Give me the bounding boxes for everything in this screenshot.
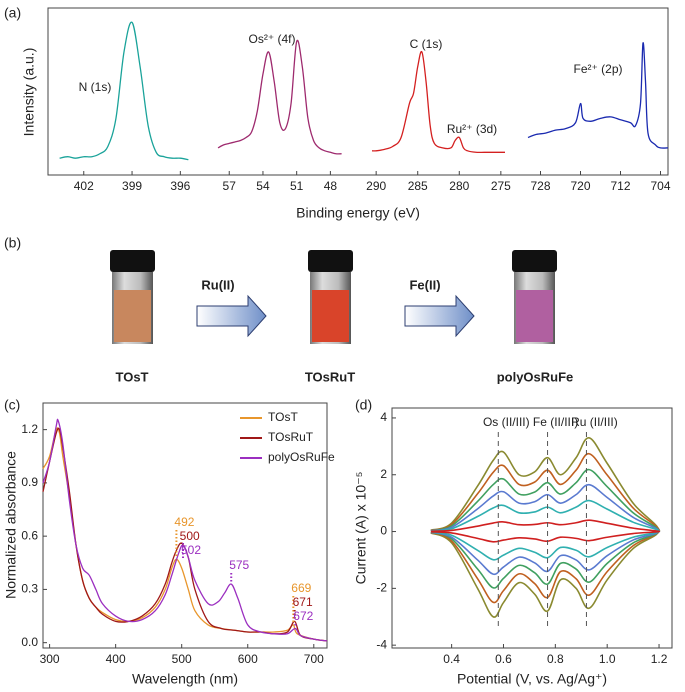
panel-a-frame	[47, 7, 669, 176]
vial	[308, 250, 353, 344]
panel-b: (b) Ru(II) Fe(II) TOsT TOsRuT polyOsRuFe	[4, 235, 573, 385]
peak-label: 502	[181, 543, 201, 557]
sample-label: polyOsRuFe	[497, 369, 574, 384]
data-line	[371, 50, 505, 154]
annotation: Fe²⁺ (2p)	[573, 62, 622, 76]
y-tick-label: -4	[376, 637, 387, 651]
peak-label: 672	[293, 609, 313, 623]
y-tick-label: 0.0	[21, 635, 38, 649]
y-tick-label: 4	[380, 410, 387, 424]
panel-label: (d)	[355, 397, 372, 413]
x-tick-label: 500	[172, 652, 192, 666]
x-tick-label: 285	[408, 179, 428, 193]
legend-label: polyOsRuFe	[268, 450, 335, 464]
peak-label: 671	[293, 595, 313, 609]
x-tick-label: 280	[449, 179, 469, 193]
data-line	[430, 519, 661, 543]
x-tick-label: 396	[170, 179, 190, 193]
annotation: Fe (II/III)	[533, 415, 578, 429]
sample-label: TOsRuT	[305, 369, 355, 384]
x-tick-label: 704	[650, 179, 670, 193]
x-axis-label: Potential (V, vs. Ag/Ag⁺)	[457, 671, 607, 687]
legend-label: TOsT	[268, 410, 298, 424]
reagent: Fe(II)	[409, 277, 440, 292]
x-tick-label: 1.0	[599, 652, 616, 666]
y-tick-label: 0	[380, 524, 387, 538]
x-tick-label: 54	[256, 179, 270, 193]
x-tick-label: 720	[570, 179, 590, 193]
data-line	[527, 42, 669, 149]
peak-label: 492	[174, 515, 194, 529]
vial	[512, 250, 557, 344]
x-tick-label: 57	[223, 179, 237, 193]
peak-label: 669	[291, 581, 311, 595]
annotation: Ru²⁺ (3d)	[447, 122, 497, 136]
panel-label: (c)	[4, 397, 20, 413]
vial	[110, 250, 155, 344]
annotation: N (1s)	[79, 80, 112, 94]
data-line	[217, 39, 342, 155]
y-tick-label: 0.3	[21, 582, 38, 596]
x-axis-label: Wavelength (nm)	[132, 671, 238, 687]
x-tick-label: 400	[106, 652, 126, 666]
x-axis-label: Binding energy (eV)	[296, 205, 420, 221]
x-tick-label: 48	[324, 179, 338, 193]
x-tick-label: 402	[74, 179, 94, 193]
y-tick-label: 1.2	[21, 422, 38, 436]
x-tick-label: 700	[304, 652, 324, 666]
x-tick-label: 51	[290, 179, 304, 193]
panel-label: (a)	[4, 5, 21, 21]
annotation: Ru (II/III)	[571, 415, 618, 429]
annotation: C (1s)	[410, 37, 443, 51]
x-tick-label: 399	[122, 179, 142, 193]
y-tick-label: 0.9	[21, 475, 38, 489]
x-tick-label: 600	[238, 652, 258, 666]
x-tick-label: 0.4	[443, 652, 460, 666]
x-tick-label: 0.8	[547, 652, 564, 666]
x-tick-label: 300	[40, 652, 60, 666]
x-tick-label: 712	[610, 179, 630, 193]
reagent: Ru(II)	[201, 277, 234, 292]
peak-label: 500	[180, 529, 200, 543]
y-tick-label: 0.6	[21, 528, 38, 542]
y-axis-label: Intensity (a.u.)	[21, 48, 37, 137]
x-tick-label: 290	[366, 179, 386, 193]
x-tick-label: 0.6	[495, 652, 512, 666]
y-tick-label: 2	[380, 467, 387, 481]
peak-label: 575	[229, 558, 249, 572]
sample-label: TOsT	[116, 369, 149, 384]
arrow	[196, 294, 267, 338]
y-axis-label: Normalized absorbance	[3, 451, 19, 599]
legend-label: TOsRuT	[268, 430, 314, 444]
data-line	[59, 21, 189, 161]
x-tick-label: 275	[491, 179, 511, 193]
x-tick-label: 1.2	[651, 652, 668, 666]
annotation: Os²⁺ (4f)	[249, 32, 296, 46]
y-axis-label: Current (A) x 10⁻⁵	[353, 472, 369, 585]
plot-frame	[391, 407, 673, 649]
annotation: Os (II/III)	[483, 415, 530, 429]
y-tick-label: -2	[376, 581, 387, 595]
panel-label: (b)	[4, 235, 21, 251]
data-line	[42, 418, 328, 642]
arrow	[404, 294, 475, 338]
x-tick-label: 728	[530, 179, 550, 193]
plot-frame	[42, 402, 328, 649]
